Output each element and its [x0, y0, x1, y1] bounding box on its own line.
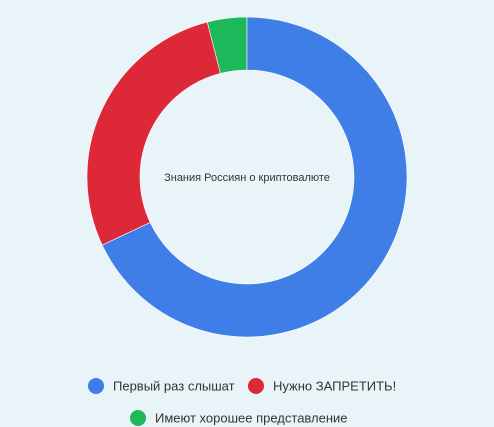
- legend-label: Имеют хорошее представление: [155, 410, 348, 425]
- legend-swatch: [248, 378, 264, 394]
- donut-slice: [101, 16, 408, 338]
- legend-item[interactable]: Первый раз слышат: [88, 378, 235, 394]
- legend-label: Первый раз слышат: [113, 378, 235, 393]
- chart-title: Знания Россиян о криптовалюте: [164, 172, 330, 184]
- legend-item[interactable]: Нужно ЗАПРЕТИТЬ!: [248, 378, 396, 394]
- legend-item[interactable]: Имеют хорошее представление: [130, 410, 348, 426]
- legend-swatch: [130, 410, 146, 426]
- donut-slice: [86, 21, 221, 246]
- legend-label: Нужно ЗАПРЕТИТЬ!: [273, 378, 396, 393]
- legend-swatch: [88, 378, 104, 394]
